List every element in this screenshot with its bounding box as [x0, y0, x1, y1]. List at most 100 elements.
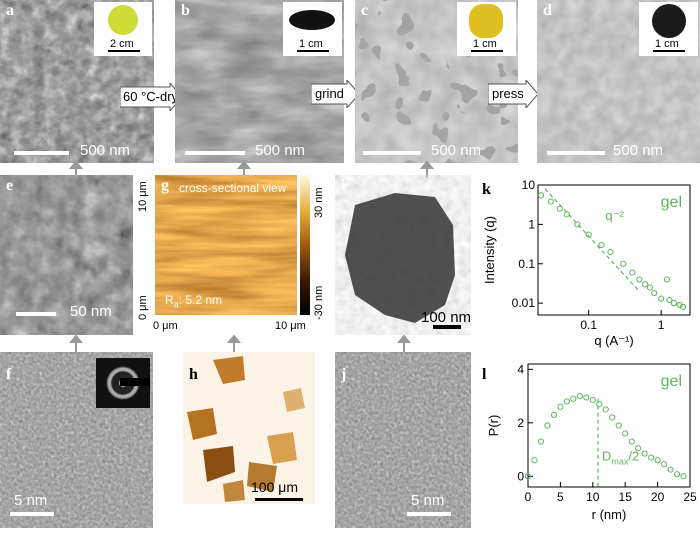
data-point [666, 296, 673, 304]
inset-scale-bar-d [653, 50, 685, 52]
y-tick-label: 0.1 [518, 257, 535, 271]
panel-e-tem: e 50 nm [0, 175, 133, 335]
afm-roughness: Ra: 5.2 nm [165, 293, 222, 309]
beam-stop [120, 378, 150, 386]
panel-d-sem: d 1 cm 500 nm [537, 0, 700, 163]
data-point [673, 471, 681, 478]
panel-label-f: f [6, 366, 12, 383]
inset-photo-b: 1 cm [283, 2, 342, 56]
scale-bar-b [185, 151, 245, 155]
afm-x-right: 10 μm [275, 320, 306, 332]
black-pellet-photo [289, 10, 335, 30]
data-point [663, 276, 670, 283]
scale-label-b: 500 nm [255, 142, 306, 159]
data-point [598, 241, 605, 249]
colorbar-top: 30 nm [313, 187, 325, 218]
data-point [620, 260, 627, 267]
data-point [550, 411, 558, 418]
step-arrow-grind: grind [310, 78, 360, 110]
roughness-value: : 5.2 nm [178, 293, 223, 307]
data-point [641, 450, 648, 457]
data-point [667, 466, 674, 473]
x-tick-label: 0 [525, 490, 532, 504]
data-point [641, 281, 649, 288]
panel-label-i: i [341, 177, 346, 194]
inset-photo-c: 1 cm [457, 2, 516, 56]
data-point [636, 276, 643, 283]
data-point [589, 396, 596, 404]
y-axis-label: P(r) [486, 415, 501, 437]
data-point [658, 295, 665, 302]
y-tick-label: 2 [517, 416, 524, 430]
legend-label: gel [661, 373, 682, 390]
scale-label-h: 100 μm [251, 479, 298, 495]
step-label-press: press [492, 86, 524, 101]
data-point [574, 221, 581, 228]
data-point [547, 198, 554, 205]
flakes-image [187, 356, 305, 502]
black-disc-photo [652, 4, 686, 38]
panel-label-j: j [341, 366, 347, 383]
panel-label-g: g [161, 177, 169, 194]
inset-scale-label-b: 1 cm [299, 38, 323, 50]
diffraction-inset [96, 358, 150, 408]
afm-image: g cross-sectional view Ra: 5.2 nm [155, 175, 297, 315]
panel-label-c: c [361, 2, 369, 19]
data-point [563, 211, 570, 218]
panel-label-l: l [482, 366, 487, 383]
y-tick-label: 0.01 [512, 296, 536, 310]
y-tick-label: 10 [522, 178, 536, 192]
data-point [602, 406, 609, 413]
data-point [563, 398, 570, 405]
data-point [654, 457, 661, 464]
data-point [583, 394, 590, 401]
data-point [648, 454, 655, 461]
data-point [537, 438, 545, 445]
panel-f-tem: f 5 nm [0, 352, 153, 528]
slope-annotation: q⁻² [605, 208, 624, 223]
data-point [524, 473, 532, 480]
x-tick-label: 0.1 [580, 318, 597, 332]
panel-label-d: d [543, 2, 552, 19]
data-point [629, 269, 636, 276]
data-point [660, 461, 668, 468]
x-tick-label: 25 [683, 490, 697, 504]
afm-y-bot: 0 μm [137, 295, 149, 320]
y-tick-label: 1 [528, 217, 535, 231]
roughness-sub: a [173, 299, 179, 310]
data-point [676, 301, 683, 309]
x-tick-label: 10 [586, 490, 600, 504]
data-point [576, 392, 583, 400]
data-point [651, 289, 658, 297]
data-point [615, 422, 622, 429]
panel-h-optical: h 100 μm [183, 352, 315, 504]
roughness-symbol: R [165, 293, 174, 307]
scale-bar-i [433, 325, 461, 329]
scale-label-i: 100 nm [421, 309, 471, 326]
data-point [585, 231, 592, 238]
inset-scale-label-d: 1 cm [655, 38, 679, 50]
y-axis-label: Intensity (q) [482, 216, 497, 284]
dmax-annotation: Dmax/2 [602, 448, 639, 466]
data-point [679, 303, 687, 311]
data-point [635, 445, 642, 452]
saxs-intensity-chart: 0.1 1 10 1 0.1 0.01 q (A⁻¹) Intensity (q) q⁻² gel [482, 178, 691, 348]
y-tick-label: 0 [517, 469, 524, 483]
data-point [609, 414, 616, 421]
data-point [607, 248, 614, 256]
scale-label-f: 5 nm [14, 492, 48, 509]
panel-i-tem: i 100 nm [335, 175, 471, 335]
x-tick-label: 20 [651, 490, 665, 504]
data-point [544, 422, 551, 429]
legend-label: gel [661, 194, 682, 211]
data-point [646, 284, 654, 291]
panel-c-sem: c 1 cm 500 nm [355, 0, 518, 163]
data-point [622, 430, 629, 437]
data-point [557, 403, 564, 410]
scale-bar-a [14, 151, 69, 155]
inset-photo-a: 2 cm [94, 2, 152, 56]
panel-k-chart: k 0.1 1 10 1 0.1 0.01 q (A⁻¹) Intensity (q) q⁻² g… [480, 175, 700, 350]
scale-bar-e [16, 312, 56, 316]
scale-bar-d [547, 151, 605, 155]
